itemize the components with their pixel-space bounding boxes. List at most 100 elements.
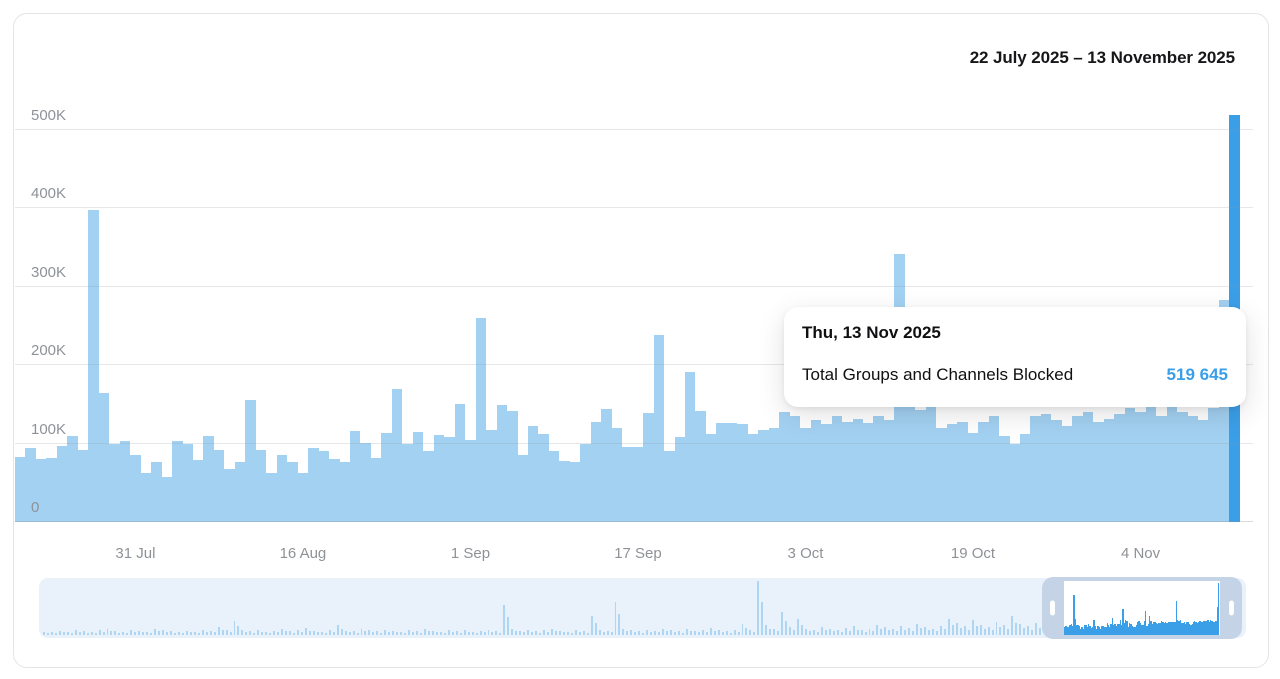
chart-bar[interactable] — [527, 426, 539, 522]
chart-bar[interactable] — [1020, 434, 1031, 522]
chart-bar[interactable] — [988, 416, 1000, 522]
chart-bar[interactable] — [161, 477, 173, 522]
chart-bar[interactable] — [1103, 418, 1115, 522]
chart-bar[interactable] — [465, 439, 476, 522]
chart-bar[interactable] — [789, 416, 801, 522]
chart-bar[interactable] — [46, 457, 57, 522]
chart-bar[interactable] — [287, 462, 298, 522]
chart-bar[interactable] — [831, 416, 843, 522]
chart-bar[interactable] — [726, 423, 738, 522]
chart-bar[interactable] — [276, 454, 288, 522]
chart-bar[interactable] — [622, 446, 633, 522]
chart-bar[interactable] — [999, 435, 1010, 522]
chart-bar[interactable] — [350, 431, 361, 522]
chart-bar[interactable] — [56, 445, 68, 522]
chart-bar[interactable] — [643, 413, 654, 522]
chart-bar[interactable] — [1135, 412, 1146, 522]
chart-bar[interactable] — [1218, 300, 1230, 522]
chart-bar[interactable] — [1156, 416, 1167, 522]
chart-bar[interactable] — [486, 430, 497, 522]
chart-bar[interactable] — [370, 457, 382, 522]
chart-bar[interactable] — [517, 455, 528, 522]
chart-bar[interactable] — [538, 434, 549, 522]
chart-bar[interactable] — [946, 424, 958, 522]
brush-handle-left[interactable] — [1050, 600, 1055, 616]
chart-bar[interactable] — [1187, 416, 1198, 522]
chart-bar[interactable] — [98, 393, 110, 522]
chart-bar[interactable] — [1051, 420, 1062, 522]
chart-bar[interactable] — [433, 434, 445, 522]
chart-bar[interactable] — [1082, 412, 1094, 522]
chart-bar[interactable] — [747, 434, 759, 522]
chart-bar[interactable] — [360, 442, 371, 522]
chart-bar[interactable] — [119, 441, 131, 522]
chart-bar[interactable] — [664, 450, 675, 522]
chart-bar[interactable] — [381, 432, 392, 522]
chart-bar[interactable] — [653, 335, 665, 522]
chart-bar[interactable] — [800, 427, 811, 522]
chart-bar[interactable] — [904, 405, 916, 522]
chart-bar[interactable] — [234, 462, 246, 522]
chart-bar[interactable] — [109, 444, 120, 522]
chart-bar[interactable] — [182, 444, 193, 522]
chart-bar[interactable] — [915, 409, 926, 522]
chart-bar[interactable] — [402, 443, 413, 522]
chart-bar[interactable] — [548, 451, 560, 522]
chart-bar[interactable] — [1197, 420, 1209, 522]
chart-bar[interactable] — [88, 209, 99, 522]
chart-bar[interactable] — [308, 447, 319, 522]
chart-bar[interactable] — [255, 449, 267, 522]
chart-bar[interactable] — [213, 449, 225, 522]
chart-bar[interactable] — [1208, 408, 1219, 522]
chart-bar[interactable] — [580, 443, 591, 522]
chart-bar[interactable] — [391, 388, 403, 522]
chart-bar[interactable] — [224, 468, 235, 522]
chart-bar[interactable] — [172, 441, 183, 522]
chart-bar[interactable] — [821, 424, 832, 522]
chart-bar[interactable] — [140, 473, 152, 522]
chart-bar[interactable] — [842, 421, 853, 522]
chart-bar[interactable] — [412, 431, 424, 522]
chart-bar[interactable] — [695, 410, 706, 522]
chart-bar[interactable] — [601, 409, 612, 522]
chart-bar[interactable] — [1145, 405, 1157, 522]
chart-bar[interactable] — [957, 421, 968, 522]
chart-bar[interactable] — [779, 412, 790, 522]
chart-bar[interactable] — [716, 423, 727, 522]
chart-bar[interactable] — [1093, 421, 1104, 522]
chart-bar[interactable] — [590, 422, 602, 522]
chart-bar[interactable] — [25, 448, 36, 522]
chart-bar[interactable] — [862, 423, 874, 522]
chart-bar[interactable] — [266, 473, 277, 522]
chart-bar[interactable] — [1114, 413, 1125, 522]
chart-bar[interactable] — [674, 436, 685, 522]
chart-bar[interactable] — [1166, 402, 1178, 522]
chart-bar[interactable] — [192, 460, 204, 522]
chart-bar[interactable] — [245, 400, 256, 522]
chart-bar[interactable] — [611, 427, 623, 522]
chart-bar[interactable] — [507, 411, 518, 522]
chart-bar[interactable] — [936, 427, 947, 522]
chart-bar[interactable] — [203, 435, 214, 522]
chart-bar[interactable] — [810, 420, 822, 522]
chart-bar[interactable] — [925, 405, 937, 522]
chart-bar[interactable] — [35, 459, 47, 522]
chart-bar[interactable] — [444, 437, 455, 522]
chart-bar[interactable] — [130, 454, 141, 522]
chart-bar[interactable] — [1040, 413, 1052, 522]
chart-bar[interactable] — [1177, 412, 1188, 522]
chart-bar[interactable] — [454, 404, 466, 522]
chart-bar[interactable] — [329, 459, 340, 522]
chart-bar[interactable] — [1030, 416, 1041, 522]
chart-bar[interactable] — [496, 405, 508, 522]
chart-bar[interactable] — [67, 435, 78, 522]
chart-bar[interactable] — [967, 433, 979, 522]
chart-bar[interactable] — [318, 451, 330, 522]
brush-handle-right[interactable] — [1229, 600, 1234, 616]
chart-bar[interactable] — [1072, 416, 1083, 522]
chart-bar[interactable] — [569, 462, 581, 522]
chart-bar[interactable] — [339, 462, 350, 522]
chart-bar[interactable] — [705, 434, 717, 522]
chart-bar[interactable] — [559, 460, 570, 522]
chart-bar[interactable] — [768, 427, 780, 522]
